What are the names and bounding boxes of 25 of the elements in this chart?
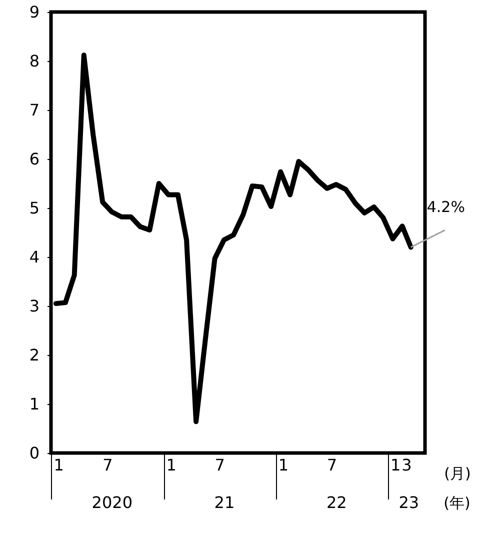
y-tick-label: 3 <box>29 296 40 316</box>
y-tick-label: 8 <box>29 52 40 70</box>
y-tick-label: 2 <box>29 346 40 364</box>
x-tick-label: 3 <box>402 456 412 474</box>
x-tick-label: 1 <box>278 456 289 474</box>
y-tick-label: 0 <box>29 444 40 462</box>
y-tick-label: 6 <box>29 150 40 168</box>
text: 21 <box>214 493 235 512</box>
y-tick-label: 9 <box>29 2 40 22</box>
x-tick-label: 7 <box>214 456 225 474</box>
x-tick-label: 7 <box>102 456 113 474</box>
text: 22 <box>326 493 347 512</box>
y-tick-label: 5 <box>29 198 40 218</box>
x-tick-label: 1 <box>390 456 401 474</box>
x-axis-title: (月) <box>444 464 471 482</box>
annotation: 4.2% <box>426 198 465 216</box>
y-tick-label: 7 <box>29 100 40 120</box>
x-tick-label: 7 <box>326 456 338 474</box>
x-tick-label: 1 <box>166 456 176 474</box>
x-tick-label: 1 <box>54 456 64 474</box>
text: 2020 <box>92 493 133 512</box>
y-tick-label: 1 <box>29 394 40 414</box>
text: (年) <box>444 494 470 512</box>
y-tick-label: 4 <box>29 248 40 266</box>
text: 23 <box>398 493 420 512</box>
